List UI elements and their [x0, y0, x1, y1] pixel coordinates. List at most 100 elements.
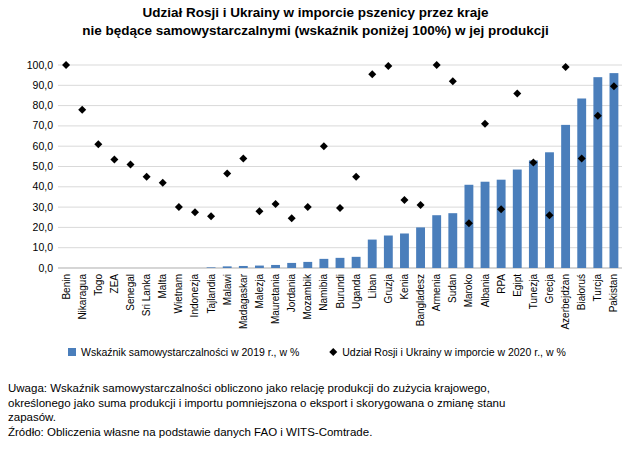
y-tick-label: 20,0 [33, 221, 54, 233]
bar [400, 233, 409, 268]
bar [94, 268, 103, 269]
x-tick-label: Togo [93, 274, 104, 296]
point [207, 212, 215, 220]
x-tick-label: ZEA [109, 274, 120, 294]
x-tick-label: Sri Lanka [141, 274, 152, 317]
bar [561, 125, 570, 268]
x-tick-label: Madagaskar [238, 273, 249, 329]
x-tick-label: Malawi [222, 274, 233, 305]
y-tick-label: 10,0 [33, 241, 54, 253]
point [94, 140, 102, 148]
point [481, 120, 489, 128]
x-tick-label: Grecja [544, 274, 555, 304]
bar [174, 268, 183, 269]
x-tick-label: Burundi [335, 274, 346, 308]
x-tick-label: Senegal [125, 274, 136, 311]
point [110, 155, 118, 163]
note: zapasów. [8, 411, 56, 423]
point [529, 158, 537, 166]
bar [384, 236, 393, 268]
bar [497, 180, 506, 268]
point [513, 89, 521, 97]
legend-label: Wskaźnik samowystarczalności w 2019 r., … [81, 346, 299, 358]
point [449, 77, 457, 85]
point [384, 62, 392, 70]
point [255, 207, 263, 215]
x-tick-label: Kenia [399, 274, 410, 300]
grid-line [58, 65, 622, 66]
y-tick-label: 100,0 [27, 59, 53, 71]
x-tick-label: Malta [157, 274, 168, 299]
legend-swatch [329, 348, 337, 356]
bar [126, 268, 135, 269]
y-tick-label: 90,0 [33, 79, 54, 91]
legend-label: Udział Rosji i Ukrainy w imporcie w 2020… [342, 346, 565, 358]
note: określonego jako suma produkcji i import… [8, 397, 505, 409]
x-tick-label: Wietnam [173, 274, 184, 313]
bar [319, 259, 328, 268]
x-tick-label: Benin [61, 274, 72, 300]
bar [271, 265, 280, 268]
grid-line [58, 146, 622, 147]
bar [481, 182, 490, 268]
bar [513, 170, 522, 268]
y-tick-label: 60,0 [33, 140, 54, 152]
bar [545, 152, 554, 268]
point [578, 154, 586, 162]
point [127, 160, 135, 168]
bar [448, 213, 457, 268]
bar [336, 258, 345, 268]
point [336, 204, 344, 212]
point [433, 61, 441, 69]
y-tick-label: 50,0 [33, 160, 54, 172]
point [272, 200, 280, 208]
point [465, 219, 473, 227]
bar [110, 268, 119, 269]
point [562, 63, 570, 71]
grid-line [58, 105, 622, 106]
bar [432, 215, 441, 268]
bar [239, 266, 248, 268]
point [497, 205, 505, 213]
x-tick-label: Maroko [463, 274, 474, 308]
point [352, 173, 360, 181]
x-tick-label: Jordania [286, 274, 297, 313]
bar [368, 240, 377, 268]
note: Uwaga: Wskaźnik samowystarczalności obli… [8, 382, 490, 394]
x-tick-label: Azerbejdżan [560, 274, 571, 330]
point [594, 112, 602, 120]
x-tick-label: Mauretania [270, 274, 281, 324]
x-tick-label: Armenia [431, 274, 442, 312]
x-tick-label: Gruzja [383, 274, 394, 304]
point [62, 61, 70, 69]
bar [287, 263, 296, 268]
bar [416, 227, 425, 268]
x-tick-label: Białoruś [576, 274, 587, 310]
point [304, 203, 312, 211]
bar [158, 268, 167, 269]
x-tick-label: Liban [367, 274, 378, 298]
bar [577, 98, 586, 268]
bar [142, 268, 151, 269]
point [175, 203, 183, 211]
x-tick-label: Indonezja [189, 274, 200, 318]
x-tick-label: Uganda [351, 274, 362, 309]
point [223, 170, 231, 178]
y-tick-label: 80,0 [33, 99, 54, 111]
point [320, 142, 328, 150]
point [191, 208, 199, 216]
note: Źródło: Obliczenia własne na podstawie d… [8, 426, 372, 438]
point [288, 214, 296, 222]
bar [464, 185, 473, 268]
bar [529, 160, 538, 268]
point [143, 173, 151, 181]
x-tick-label: Tajlandia [206, 274, 217, 314]
point [400, 196, 408, 204]
x-tick-label: Bangladesz [415, 274, 426, 326]
bar [62, 268, 71, 269]
x-tick-label: Turcja [592, 274, 603, 302]
x-tick-label: Egipt [512, 274, 523, 297]
point [417, 201, 425, 209]
x-tick-label: Albania [480, 274, 491, 308]
x-tick-label: Malezja [254, 274, 265, 309]
